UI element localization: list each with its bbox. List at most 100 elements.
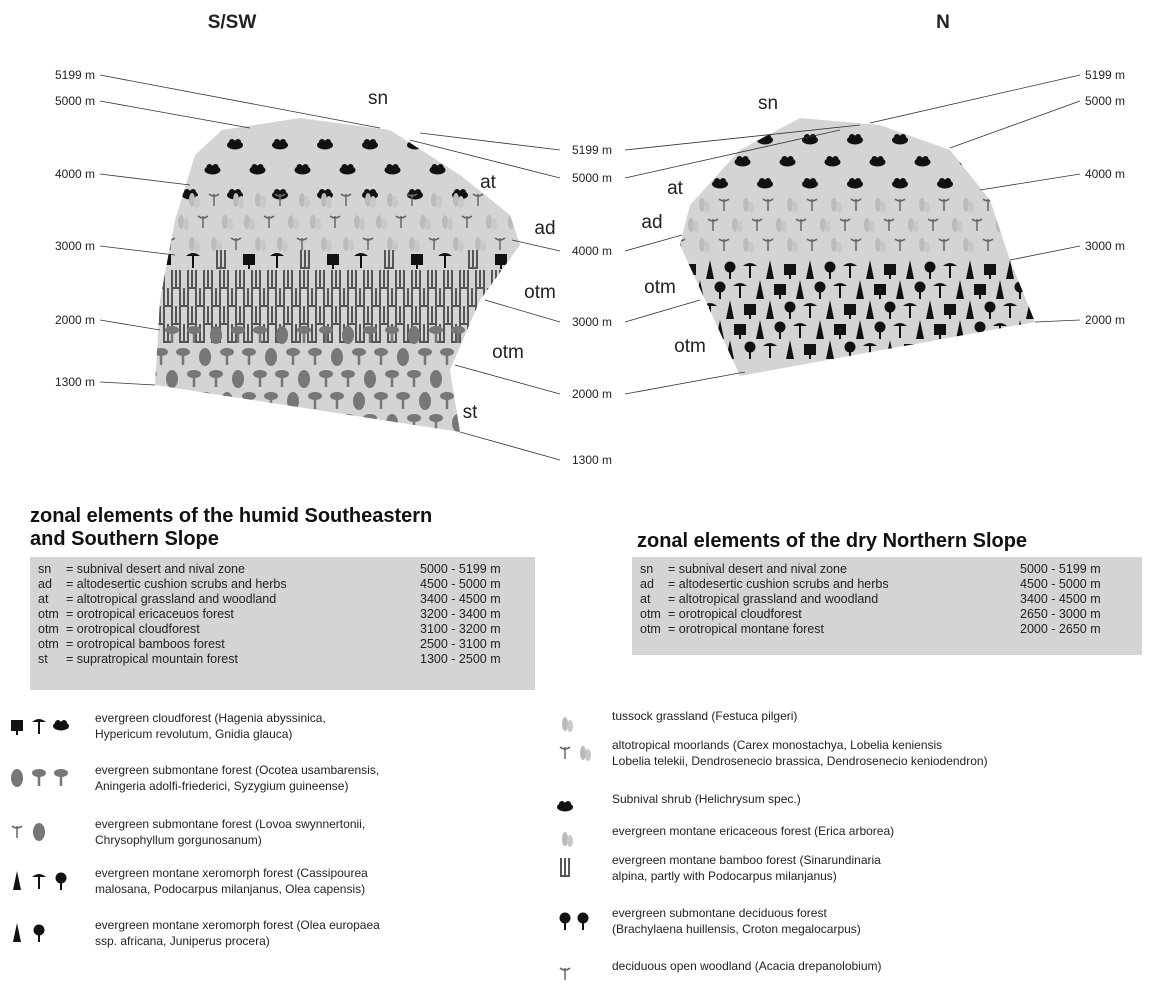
icon <box>963 343 977 358</box>
altitude-label: 5000 m <box>572 171 612 185</box>
icon <box>497 193 508 208</box>
icon <box>580 746 591 761</box>
icon <box>362 139 378 150</box>
table-cell: 2000 - 2650 m <box>1020 622 1101 636</box>
table-cell: ad <box>640 577 654 591</box>
icon <box>780 156 796 167</box>
icon <box>757 178 773 189</box>
altitude-label: 4000 m <box>55 167 95 181</box>
legend-text: (Brachylaena huillensis, Croton megaloca… <box>612 922 861 936</box>
icon <box>386 414 398 432</box>
icon <box>407 189 423 200</box>
icon <box>430 370 442 388</box>
icon <box>578 913 589 931</box>
altitude-label: 2000 m <box>55 313 95 327</box>
zone-label: otm <box>644 277 676 298</box>
table-cell: 3400 - 4500 m <box>420 592 501 606</box>
icon <box>1007 238 1018 253</box>
icon <box>1025 262 1036 280</box>
icon <box>254 414 266 432</box>
icon <box>298 370 310 388</box>
icon <box>13 871 21 890</box>
icon <box>684 264 696 279</box>
table-cell: = orotropical montane forest <box>668 622 825 636</box>
table-cell: = orotropical cloudforest <box>668 607 802 621</box>
altitude-label: 3000 m <box>55 239 95 253</box>
zone-label: sn <box>368 88 388 109</box>
icon <box>1034 324 1046 339</box>
diagram: S/SW N evergreen cloudforest (Hagenia ab… <box>0 0 1163 988</box>
table-title: zonal elements of the humid Southeastern <box>30 505 432 527</box>
icon <box>210 326 222 344</box>
icon <box>847 178 863 189</box>
icon <box>32 874 46 889</box>
legend-text: Hypericum revolutum, Gnidia glauca) <box>95 727 292 741</box>
icon <box>452 139 468 150</box>
icon <box>297 414 311 431</box>
icon <box>167 193 178 208</box>
zone-label: st <box>463 402 479 423</box>
icon <box>287 392 299 410</box>
table-cell: 5000 - 5199 m <box>420 562 501 576</box>
icon <box>430 164 446 175</box>
icon <box>242 392 256 409</box>
table-cell: st <box>38 652 48 666</box>
icon <box>155 392 167 410</box>
table-cell: = altodesertic cushion scrubs and herbs <box>66 577 287 591</box>
table-cell: = orotropical ericaceuos forest <box>66 607 234 621</box>
icon <box>342 326 354 344</box>
altitude-label: 3000 m <box>572 315 612 329</box>
icon <box>937 178 953 189</box>
icon <box>363 414 377 431</box>
zone-label: otm <box>674 336 706 357</box>
legend-text: evergreen montane xeromorph forest (Cass… <box>95 866 368 880</box>
icon <box>231 414 245 431</box>
icon <box>176 392 190 409</box>
icon <box>199 348 211 366</box>
legend-text: Subnival shrub (Helichrysum spec.) <box>612 792 801 806</box>
icon <box>32 769 46 786</box>
altitude-label: 5000 m <box>55 94 95 108</box>
icon <box>945 342 956 360</box>
icon <box>915 156 931 167</box>
legend-text: evergreen submontane forest (Lovoa swynn… <box>95 817 365 831</box>
icon <box>484 324 492 342</box>
icon <box>227 139 243 150</box>
icon <box>205 164 221 175</box>
altitude-label: 3000 m <box>1085 239 1125 253</box>
icon <box>33 823 45 841</box>
icon <box>182 139 198 150</box>
icon <box>561 858 569 876</box>
altitude-label: 5000 m <box>1085 94 1125 108</box>
table-cell: = altotropical grassland and woodland <box>66 592 276 606</box>
icon <box>397 348 409 366</box>
icon <box>353 392 365 410</box>
icon <box>32 719 46 734</box>
icon <box>675 199 685 211</box>
altitude-label: 2000 m <box>572 387 612 401</box>
icon <box>560 913 571 931</box>
legend-text: tussock grassland (Festuca pilgeri) <box>612 709 797 723</box>
icon <box>198 392 212 409</box>
altitude-label: 4000 m <box>1085 167 1125 181</box>
altitude-label: 5199 m <box>1085 68 1125 82</box>
icon <box>825 156 841 167</box>
icon <box>56 873 67 891</box>
icon <box>937 134 953 145</box>
table-cell: = altodesertic cushion scrubs and herbs <box>668 577 889 591</box>
icon <box>562 832 573 847</box>
table-cell: sn <box>38 562 51 576</box>
icon <box>407 139 423 150</box>
altitude-label: 5199 m <box>572 143 612 157</box>
legend-text: Chrysophyllum gorgunosanum) <box>95 833 262 847</box>
icon <box>492 306 500 324</box>
table-cell: 1300 - 2500 m <box>420 652 501 666</box>
zone-label: at <box>480 172 497 193</box>
table-cell: = orotropical bamboos forest <box>66 637 225 651</box>
icon <box>12 826 22 838</box>
icon <box>870 156 886 167</box>
right-slope <box>675 118 1047 376</box>
table-cell: sn <box>640 562 653 576</box>
icon <box>468 324 476 342</box>
table-title: and Southern Slope <box>30 528 219 550</box>
